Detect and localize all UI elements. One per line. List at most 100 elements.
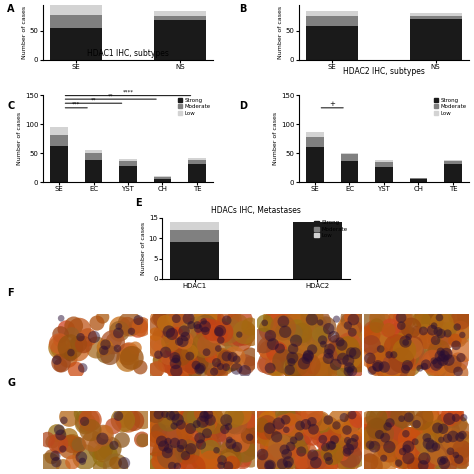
Point [380, 356, 387, 363]
Point [346, 436, 353, 444]
Point [155, 314, 162, 321]
Point [275, 420, 283, 428]
Point [268, 314, 276, 321]
Point [152, 410, 160, 418]
Point [334, 448, 342, 456]
Point [405, 455, 412, 462]
Point [203, 348, 210, 356]
Point [285, 428, 292, 435]
Point [186, 349, 193, 356]
Point [53, 458, 60, 466]
Point [396, 331, 403, 338]
Point [432, 361, 440, 369]
Point [204, 344, 211, 351]
Point [440, 416, 447, 423]
Bar [85, 153, 102, 160]
Point [225, 423, 232, 430]
Point [396, 346, 404, 354]
Point [212, 369, 220, 376]
Point [332, 338, 340, 346]
Point [264, 442, 272, 450]
Point [367, 425, 375, 432]
Legend: Strong, Moderate, Low: Strong, Moderate, Low [178, 98, 210, 116]
Point [462, 312, 469, 320]
Point [295, 313, 302, 320]
Point [151, 342, 158, 350]
Point [352, 316, 359, 323]
Point [343, 426, 351, 434]
Point [332, 429, 340, 437]
Point [178, 353, 185, 361]
Point [438, 319, 446, 327]
Point [201, 410, 208, 418]
Point [155, 428, 163, 435]
Point [182, 452, 189, 459]
Point [174, 416, 182, 423]
Point [300, 361, 307, 369]
Point [420, 460, 428, 468]
Point [55, 345, 63, 353]
Point [423, 434, 430, 441]
Point [164, 360, 171, 367]
Point [395, 337, 402, 345]
Point [152, 330, 159, 338]
Point [401, 347, 408, 355]
Point [279, 460, 286, 468]
Point [283, 426, 290, 434]
Point [390, 365, 397, 372]
Point [352, 340, 360, 347]
Point [233, 443, 241, 451]
Point [308, 410, 316, 417]
Point [369, 327, 376, 334]
Point [448, 412, 456, 419]
Point [406, 352, 413, 360]
Point [311, 463, 319, 471]
Point [383, 441, 391, 449]
Point [161, 424, 168, 432]
Point [264, 421, 271, 428]
Point [280, 335, 287, 342]
Point [219, 356, 226, 364]
Point [451, 452, 458, 459]
Point [353, 455, 360, 463]
Point [353, 425, 361, 432]
Point [397, 363, 404, 371]
Point [431, 428, 439, 436]
Point [217, 327, 224, 335]
Point [325, 461, 333, 469]
Point [319, 345, 327, 353]
Point [75, 326, 83, 334]
Point [167, 456, 174, 464]
Point [411, 438, 419, 446]
Bar [154, 177, 171, 179]
Point [405, 413, 412, 421]
Point [267, 433, 275, 441]
Point [57, 431, 64, 439]
Point [259, 337, 267, 344]
Point [436, 319, 443, 327]
Point [337, 417, 345, 425]
Point [169, 325, 176, 333]
Point [417, 414, 424, 421]
Point [222, 355, 230, 362]
Point [377, 345, 384, 353]
Point [245, 417, 253, 425]
Point [278, 327, 286, 334]
Point [261, 444, 269, 452]
Point [433, 445, 440, 452]
Point [283, 450, 291, 458]
Point [266, 365, 274, 372]
Point [338, 346, 346, 354]
Text: E: E [135, 198, 142, 208]
Point [201, 339, 209, 346]
Point [184, 433, 191, 441]
Point [207, 458, 214, 466]
Point [206, 412, 213, 419]
Point [195, 333, 203, 341]
Point [176, 314, 183, 322]
Point [299, 457, 306, 465]
Point [53, 429, 61, 437]
Point [166, 344, 174, 352]
Point [44, 436, 51, 443]
Point [311, 331, 319, 339]
